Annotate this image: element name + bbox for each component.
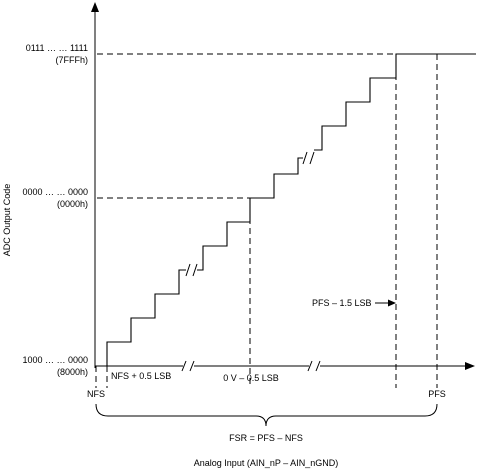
- fsr-brace: [95, 403, 438, 427]
- mid-code-hex: (0000h): [57, 199, 88, 209]
- zero-step-label: 0 V – 0.5 LSB: [223, 373, 279, 383]
- mid-code-binary: 0000 … … 0000: [22, 187, 88, 197]
- bottom-code-hex: (8000h): [57, 367, 88, 377]
- pfs-label: PFS: [428, 389, 446, 399]
- staircase-break-icon: [302, 151, 315, 165]
- x-axis-arrow-icon: [465, 362, 475, 370]
- pfs-step-arrow-icon: [388, 299, 396, 307]
- x-axis-title: Analog Input (AIN_nP – AIN_nGND): [194, 458, 338, 468]
- staircase-break-icon: [185, 263, 198, 277]
- fsr-label: FSR = PFS – NFS: [229, 433, 303, 443]
- transfer-staircase-upper: [314, 53, 476, 151]
- nfs-step-label: NFS + 0.5 LSB: [111, 371, 171, 381]
- top-code-binary: 0111 … … 1111: [26, 43, 88, 53]
- transfer-staircase-middle: [197, 157, 303, 271]
- top-code-hex: (7FFFh): [56, 55, 89, 65]
- x-axis-break-icon: [181, 360, 195, 372]
- nfs-label: NFS: [87, 389, 105, 399]
- bottom-code-binary: 1000 … … 0000: [22, 355, 88, 365]
- y-axis-arrow-icon: [91, 2, 99, 12]
- transfer-staircase-lower: [95, 269, 186, 367]
- x-axis-break-icon: [307, 360, 321, 372]
- pfs-step-label: PFS – 1.5 LSB: [312, 298, 372, 308]
- y-axis-title: ADC Output Code: [2, 184, 12, 257]
